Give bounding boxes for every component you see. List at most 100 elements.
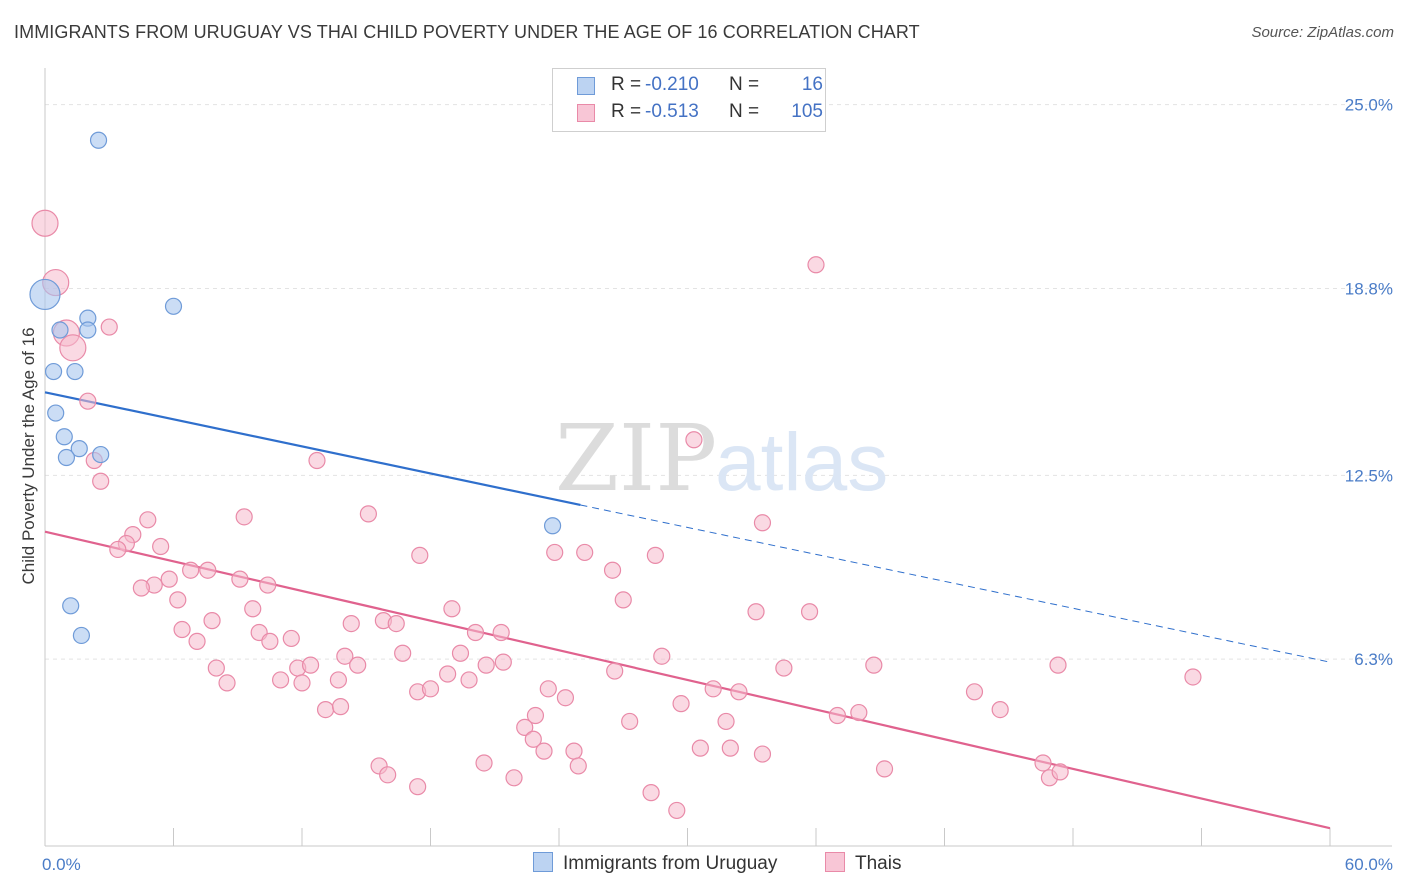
thai-point (336, 647, 354, 665)
uruguay-point (29, 278, 61, 311)
thai-point (331, 698, 350, 716)
thai-point (753, 745, 772, 763)
gridlines (45, 104, 1392, 660)
thai-point (717, 712, 735, 731)
thai-point (646, 546, 664, 564)
uruguay-swatch (577, 77, 595, 95)
thai-legend-label: Thais (855, 853, 902, 874)
thai-trend-line (44, 530, 1331, 830)
r-value: -0.513 (645, 101, 699, 122)
thai-point (359, 505, 377, 523)
y-tick-label: 6.3% (1354, 650, 1393, 669)
series-legend: Immigrants from Uruguay Thais (0, 850, 1406, 880)
thai-point (539, 680, 557, 698)
legend-item-uruguay[interactable]: Immigrants from Uruguay (533, 852, 777, 875)
thai-point (1034, 754, 1052, 772)
y-tick-label: 18.8% (1345, 280, 1393, 299)
thai-point (92, 472, 110, 490)
thai-point (685, 431, 703, 449)
thai-point (668, 801, 686, 820)
thai-point (421, 680, 440, 698)
uruguay-point (44, 362, 63, 381)
thai-point (316, 700, 335, 719)
r-value: -0.210 (645, 74, 699, 95)
thai-point (31, 209, 59, 237)
uruguay-point (89, 131, 108, 149)
thai-point (443, 600, 461, 618)
thai-point (546, 543, 564, 562)
thai-point (460, 671, 478, 689)
watermark-zip: ZIP (555, 405, 717, 512)
thai-point (139, 511, 157, 529)
thai-point (188, 632, 206, 650)
thai-point (850, 703, 868, 722)
thai-point (100, 318, 118, 336)
x-tick-label: 60.0% (1345, 855, 1393, 874)
thai-point (965, 683, 984, 701)
thai-point (199, 561, 217, 579)
thai-point (79, 392, 97, 410)
uruguay-point (66, 362, 84, 381)
thai-point (59, 334, 87, 362)
n-label: N = (729, 74, 760, 95)
thai-point (1051, 763, 1069, 781)
thai-point (828, 706, 847, 725)
thai-point (466, 623, 485, 642)
thai-point (218, 674, 236, 692)
thai-point (182, 561, 200, 579)
thai-point (109, 540, 127, 559)
thai-point (991, 700, 1009, 719)
x-tick-labels: 0.0% 60.0% (42, 855, 1393, 874)
uruguay-trend-extension (580, 504, 1331, 663)
thai-point (411, 546, 429, 564)
thai-point (653, 647, 671, 665)
thai-point (691, 739, 709, 757)
thai-point (173, 620, 191, 639)
thai-point (169, 591, 187, 609)
n-label: N = (729, 101, 760, 122)
thai-point (865, 656, 883, 674)
thai-point (556, 689, 575, 707)
thai-point (494, 653, 512, 671)
thai-point (516, 718, 534, 736)
thai-point (753, 514, 772, 532)
thai-point (565, 742, 583, 760)
thai-point (807, 256, 825, 274)
thai-point (409, 778, 427, 796)
uruguay-point (55, 428, 73, 446)
uruguay-trend-line (44, 391, 581, 507)
r-label: R = (611, 74, 642, 95)
y-axis-label: Child Poverty Under the Age of 16 (19, 327, 38, 584)
uruguay-point (72, 626, 91, 645)
thai-legend-swatch (825, 852, 845, 872)
thai-point (621, 712, 639, 731)
watermark-atlas: atlas (715, 417, 888, 508)
thai-point (160, 570, 178, 588)
thai-point (301, 656, 320, 674)
n-value: 16 (801, 74, 823, 95)
thai-point (231, 570, 249, 588)
thai-point (526, 706, 545, 725)
thai-point (606, 662, 624, 680)
uruguay-point (79, 321, 97, 339)
y-tick-label: 12.5% (1345, 466, 1393, 485)
thai-point (207, 659, 225, 677)
thai-point (203, 612, 221, 630)
thai-point (1049, 656, 1067, 674)
uruguay-point (62, 597, 80, 615)
thai-point (603, 561, 622, 579)
y-tick-labels: 6.3% 12.5% 18.8% 25.0% (1345, 96, 1393, 670)
thai-point (492, 623, 510, 642)
thai-point (704, 680, 722, 698)
thai-point (235, 508, 253, 526)
legend-item-thai[interactable]: Thais (825, 852, 901, 875)
thai-point (614, 591, 632, 609)
thai-point (308, 451, 326, 470)
thai-point (132, 579, 150, 597)
thai-point (576, 543, 594, 562)
thai-point (451, 644, 470, 662)
thai-point (439, 665, 457, 683)
correlation-legend: R = -0.210 N = 16 R = -0.513 N = 105 (552, 68, 826, 132)
x-tick-label: 0.0% (42, 855, 81, 874)
uruguay-legend-swatch (533, 852, 553, 872)
